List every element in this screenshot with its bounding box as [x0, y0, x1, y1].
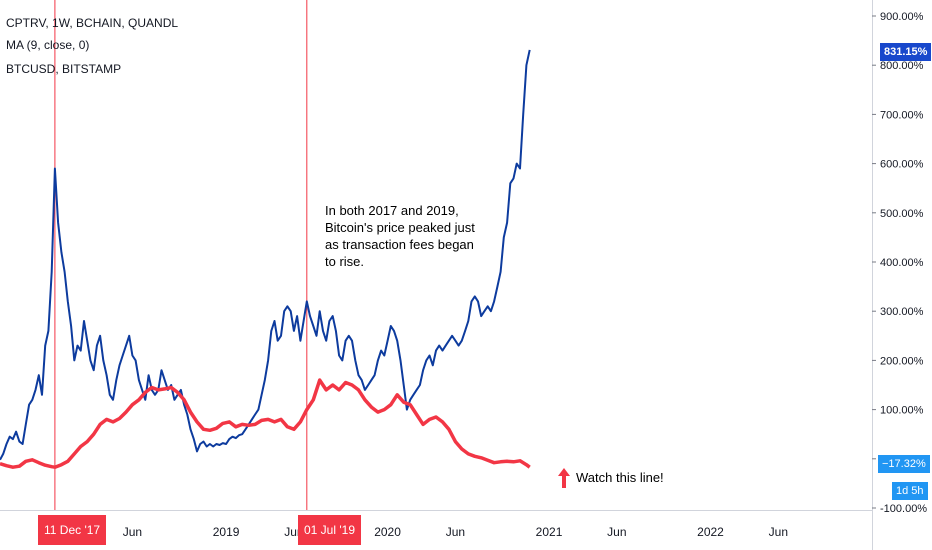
- y-tick-label: 200.00%: [880, 355, 924, 367]
- watch-label: Watch this line!: [576, 470, 664, 485]
- legend-cptrv: CPTRV, 1W, BCHAIN, QUANDL: [6, 16, 179, 30]
- last-value-badge: 831.15%: [880, 43, 932, 61]
- y-tick-label: 100.00%: [880, 405, 924, 417]
- x-tick-label: Jun: [607, 525, 626, 539]
- marker-label-2: 01 Jul '19: [298, 515, 361, 545]
- x-tick-label: 2021: [536, 525, 563, 539]
- y-tick-label: 900.00%: [880, 11, 924, 23]
- x-tick-label: 2022: [697, 525, 724, 539]
- y-tick-label: -100.00%: [880, 503, 927, 515]
- y-tick-label: 500.00%: [880, 208, 924, 220]
- legend-ma: MA (9, close, 0): [6, 38, 90, 52]
- y-tick-label: 700.00%: [880, 109, 924, 121]
- marker-label-1: 11 Dec '17: [38, 515, 107, 545]
- ma-value-badge: −17.32%: [878, 455, 930, 473]
- ma-line: [0, 378, 531, 469]
- legend-btcusd: BTCUSD, BITSTAMP: [6, 62, 122, 76]
- y-tick-label: 600.00%: [880, 159, 924, 171]
- x-tick-label: 2020: [374, 525, 401, 539]
- y-tick-label: 300.00%: [880, 306, 924, 318]
- y-tick-label: 800.00%: [880, 60, 924, 72]
- annotation-text: In both 2017 and 2019, Bitcoin's price p…: [325, 203, 475, 269]
- y-tick-label: 400.00%: [880, 257, 924, 269]
- timer-badge: 1d 5h: [892, 482, 928, 500]
- x-tick-label: 2019: [213, 525, 240, 539]
- x-tick-label: Jun: [123, 525, 142, 539]
- arrow-up-icon: [558, 468, 570, 488]
- x-tick-label: Jun: [769, 525, 788, 539]
- cptrv-line: [0, 49, 531, 461]
- x-tick-label: Jun: [446, 525, 465, 539]
